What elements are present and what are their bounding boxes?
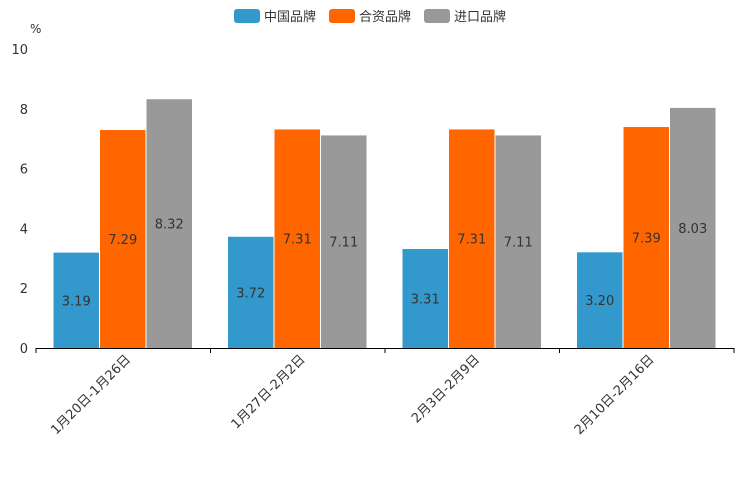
legend-item[interactable]: 中国品牌 <box>234 9 316 25</box>
bar-value-label: 7.11 <box>504 236 533 251</box>
x-category-label: 2月10日-2月16日 <box>572 352 658 438</box>
legend-swatch <box>234 9 260 23</box>
x-category-label: 1月27日-2月2日 <box>229 352 309 432</box>
legend-label: 合资品牌 <box>359 9 411 25</box>
bar-value-label: 7.31 <box>457 233 486 248</box>
bar[interactable] <box>402 249 449 348</box>
bar-value-label: 8.32 <box>155 218 184 233</box>
bar-value-label: 7.29 <box>108 233 137 248</box>
legend-label: 中国品牌 <box>264 9 316 25</box>
bar[interactable] <box>274 129 321 348</box>
y-tick-label: 8 <box>20 103 28 118</box>
bar[interactable] <box>670 107 716 348</box>
y-tick-label: 2 <box>20 282 28 297</box>
y-tick-label: 10 <box>11 43 28 58</box>
bar[interactable] <box>449 129 495 348</box>
legend-item[interactable]: 合资品牌 <box>329 9 411 25</box>
bar[interactable] <box>228 236 274 348</box>
legend: 中国品牌 合资品牌 进口品牌 <box>234 9 506 25</box>
x-axis-ticks: 1月20日-1月26日 1月27日-2月2日 2月3日-2月9日 2月10日-2月16… <box>35 348 735 438</box>
bar[interactable] <box>53 252 100 348</box>
bar-value-label: 7.31 <box>283 233 312 248</box>
legend-label: 进口品牌 <box>454 9 506 25</box>
bar-value-label: 3.31 <box>411 293 440 308</box>
y-axis-ticks: 0 2 4 6 8 10 <box>11 43 28 357</box>
y-tick-label: 4 <box>20 222 28 237</box>
bar-value-label: 7.11 <box>329 236 358 251</box>
legend-swatch <box>424 9 450 23</box>
bar-value-label: 3.72 <box>236 286 265 301</box>
bar-value-label: 3.20 <box>585 294 614 309</box>
y-axis-unit-label: % <box>30 22 41 36</box>
bar[interactable] <box>577 252 623 348</box>
bar[interactable] <box>623 127 670 348</box>
bar-value-label: 3.19 <box>62 294 91 309</box>
bar[interactable] <box>146 99 193 349</box>
bar[interactable] <box>321 135 367 348</box>
bar-value-label: 7.39 <box>632 232 661 247</box>
legend-swatch <box>329 9 355 23</box>
bar[interactable] <box>100 130 146 348</box>
x-category-label: 1月20日-1月26日 <box>48 352 134 438</box>
legend-item[interactable]: 进口品牌 <box>424 9 506 25</box>
y-tick-label: 6 <box>20 163 28 178</box>
bar-value-label: 8.03 <box>678 222 707 237</box>
bars <box>53 99 716 349</box>
bar[interactable] <box>495 135 542 348</box>
y-tick-label: 0 <box>20 342 28 357</box>
data-labels: 3.19 7.29 8.32 3.72 7.31 7.11 3.31 7.31 7.11 3.20… <box>62 218 707 310</box>
x-category-label: 2月3日-2月9日 <box>409 352 483 426</box>
